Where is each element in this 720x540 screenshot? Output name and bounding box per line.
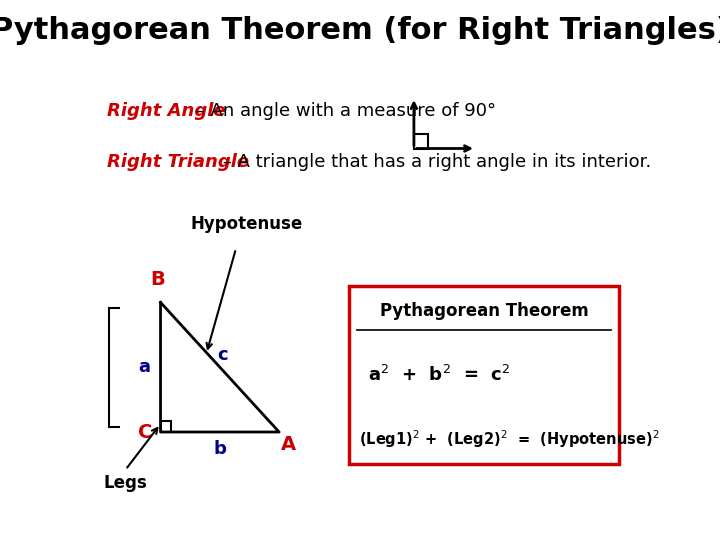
Text: a: a [138,358,150,376]
Text: Right Triangle: Right Triangle [107,153,248,171]
Text: Pythagorean Theorem: Pythagorean Theorem [379,302,588,320]
Text: b: b [213,440,226,458]
Text: Right Angle: Right Angle [107,102,225,120]
Text: (Leg1)$^2$ +  (Leg2)$^2$  =  (Hypotenuse)$^2$: (Leg1)$^2$ + (Leg2)$^2$ = (Hypotenuse)$^… [359,429,660,450]
Text: Legs: Legs [104,474,148,492]
Text: – An angle with a measure of 90°: – An angle with a measure of 90° [190,102,496,120]
Bar [161,421,171,432]
Text: – A triangle that has a right angle in its interior.: – A triangle that has a right angle in i… [217,153,652,171]
Bar [414,134,428,149]
Text: c: c [217,346,228,364]
Text: Hypotenuse: Hypotenuse [191,215,303,233]
Text: C: C [138,422,153,442]
Text: B: B [150,270,165,289]
Text: Pythagorean Theorem (for Right Triangles): Pythagorean Theorem (for Right Triangles… [0,16,720,45]
Text: a$^2$  +  b$^2$  =  c$^2$: a$^2$ + b$^2$ = c$^2$ [368,365,510,386]
Text: A: A [282,435,297,454]
